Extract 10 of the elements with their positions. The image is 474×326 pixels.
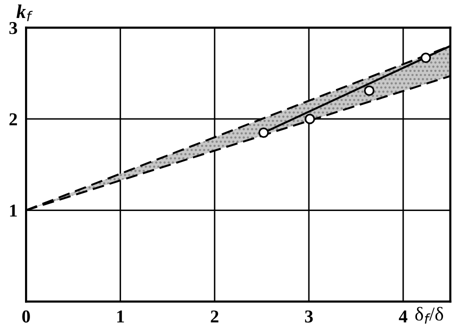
y-axis-title: k$_{f}$ bbox=[16, 4, 33, 22]
y-tick-label: 1 bbox=[10, 204, 17, 217]
x-tick-label: 4 bbox=[398, 310, 408, 322]
x-tick-label: 2 bbox=[210, 310, 218, 322]
y-tick-label: 3 bbox=[9, 22, 18, 34]
x-axis-title: δ$_{f}$/δ bbox=[415, 306, 444, 324]
x-tick-label: 0 bbox=[22, 310, 30, 323]
y-tick-label: 2 bbox=[9, 113, 17, 126]
x-tick-label: 1 bbox=[117, 310, 124, 322]
x-tick-label: 3 bbox=[305, 310, 313, 323]
